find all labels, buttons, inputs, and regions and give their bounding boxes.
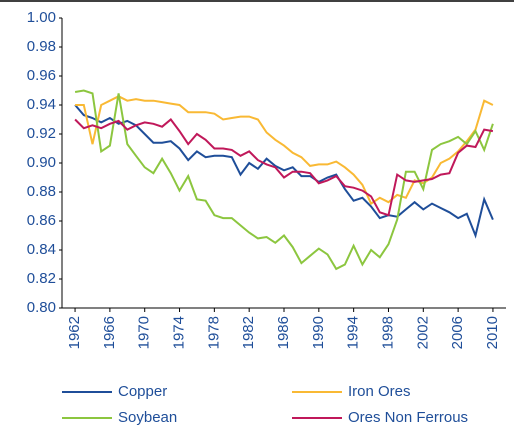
x-tick-label: 1966 [101,316,118,349]
y-tick-label: 0.98 [27,38,56,55]
series-line [74,104,494,239]
legend-label: Copper [118,383,167,400]
y-tick-label: 0.84 [27,241,56,258]
y-tick-label: 0.94 [27,96,56,113]
x-tick-label: 1986 [275,316,292,349]
x-tick-label: 1998 [379,316,396,349]
y-tick-label: 0.96 [27,67,56,84]
x-tick-label: 1970 [136,316,153,349]
x-tick-label: 2010 [484,316,501,349]
y-tick-label: 0.86 [27,212,56,229]
legend-label: Ores Non Ferrous [348,409,468,426]
x-tick-label: 1990 [310,316,327,349]
x-tick-label: 1994 [345,316,362,349]
y-tick-label: 0.82 [27,270,56,287]
legend-label: Soybean [118,409,177,426]
y-tick-label: 0.88 [27,183,56,200]
y-tick-label: 0.92 [27,125,56,142]
x-tick-label: 1962 [66,316,83,349]
x-tick-label: 2002 [414,316,431,349]
y-tick-label: 0.80 [27,299,56,316]
x-tick-label: 2006 [449,316,466,349]
y-tick-label: 1.00 [27,9,56,26]
x-tick-label: 1978 [205,316,222,349]
y-tick-label: 0.90 [27,154,56,171]
series-line [74,89,494,271]
x-tick-label: 1982 [240,316,257,349]
x-tick-label: 1974 [170,316,187,349]
series-line [75,95,494,206]
series-line [74,118,494,217]
legend-label: Iron Ores [348,383,411,400]
